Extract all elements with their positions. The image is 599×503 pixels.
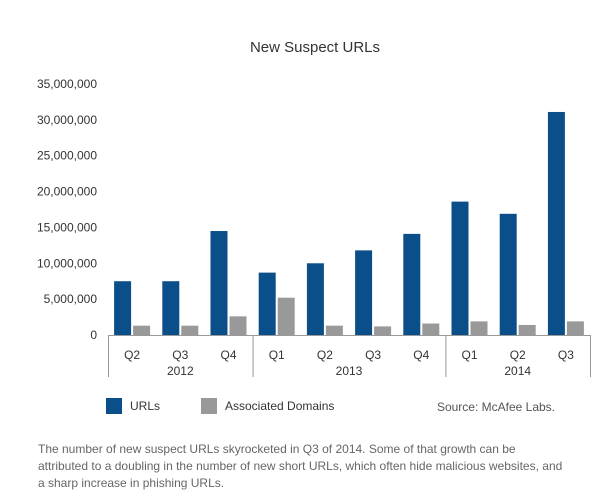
x-tick-label: Q4 [220,348,236,362]
x-tick-label: Q3 [172,348,188,362]
bar-urls [258,272,276,335]
legend: URLs Associated Domains Source: McAfee L… [0,398,599,418]
bar-associated-domains [422,323,440,335]
x-axis: Q2 Q3 Q4 Q1 Q2 Q3 Q4 Q1 Q2 Q3 2012 2013 2014 [108,335,591,378]
bar-associated-domains [374,326,392,335]
bar-urls [499,213,517,335]
bar-urls [403,233,421,335]
x-tick-label: Q1 [461,348,477,362]
y-tick-label: 20,000,000 [37,185,97,199]
y-tick-label: 5,000,000 [44,292,98,306]
bar-urls [355,250,373,335]
bar-associated-domains [181,325,199,335]
bar-urls [547,111,565,336]
bar-urls [114,281,132,335]
legend-swatch-domains [201,398,217,414]
x-tick-label: Q1 [269,348,285,362]
chart-caption: The number of new suspect URLs skyrocket… [38,442,563,490]
bar-associated-domains [133,325,151,335]
bar-associated-domains [277,297,295,335]
x-tick-label: Q3 [365,348,381,362]
x-tick-label: Q2 [510,348,526,362]
y-axis: 0 5,000,000 10,000,000 15,000,000 20,000,000… [37,77,97,342]
bars [114,111,584,336]
y-tick-label: 30,000,000 [37,113,97,127]
x-tick-label: Q3 [558,348,574,362]
bar-urls [210,231,228,335]
chart-title: New Suspect URLs [250,39,380,56]
legend-swatch-urls [106,398,122,414]
legend-label-domains: Associated Domains [225,399,335,413]
y-tick-label: 25,000,000 [37,149,97,163]
x-group-label: 2014 [504,364,531,378]
y-tick-label: 15,000,000 [37,220,97,234]
bar-associated-domains [566,321,584,335]
bar-chart: New Suspect URLs 0 5,000,000 10,000,000 15,… [37,39,591,378]
bar-urls [451,201,469,335]
source-note: Source: McAfee Labs. [436,400,555,414]
legend-label-urls: URLs [130,399,161,413]
bar-associated-domains [518,324,536,335]
bar-associated-domains [229,316,247,335]
legend-item-domains: Associated Domains [201,398,334,414]
y-tick-label: 0 [90,328,97,342]
bar-urls [306,263,324,335]
x-group-label: 2013 [336,364,363,378]
bar-associated-domains [325,325,343,335]
legend-item-urls: URLs [106,398,160,414]
bar-urls [162,281,180,335]
x-group-label: 2012 [167,364,194,378]
x-tick-label: Q2 [317,348,333,362]
bar-associated-domains [470,321,488,335]
y-tick-label: 35,000,000 [37,77,97,91]
y-tick-label: 10,000,000 [37,256,97,270]
x-tick-label: Q2 [124,348,140,362]
x-tick-label: Q4 [413,348,429,362]
